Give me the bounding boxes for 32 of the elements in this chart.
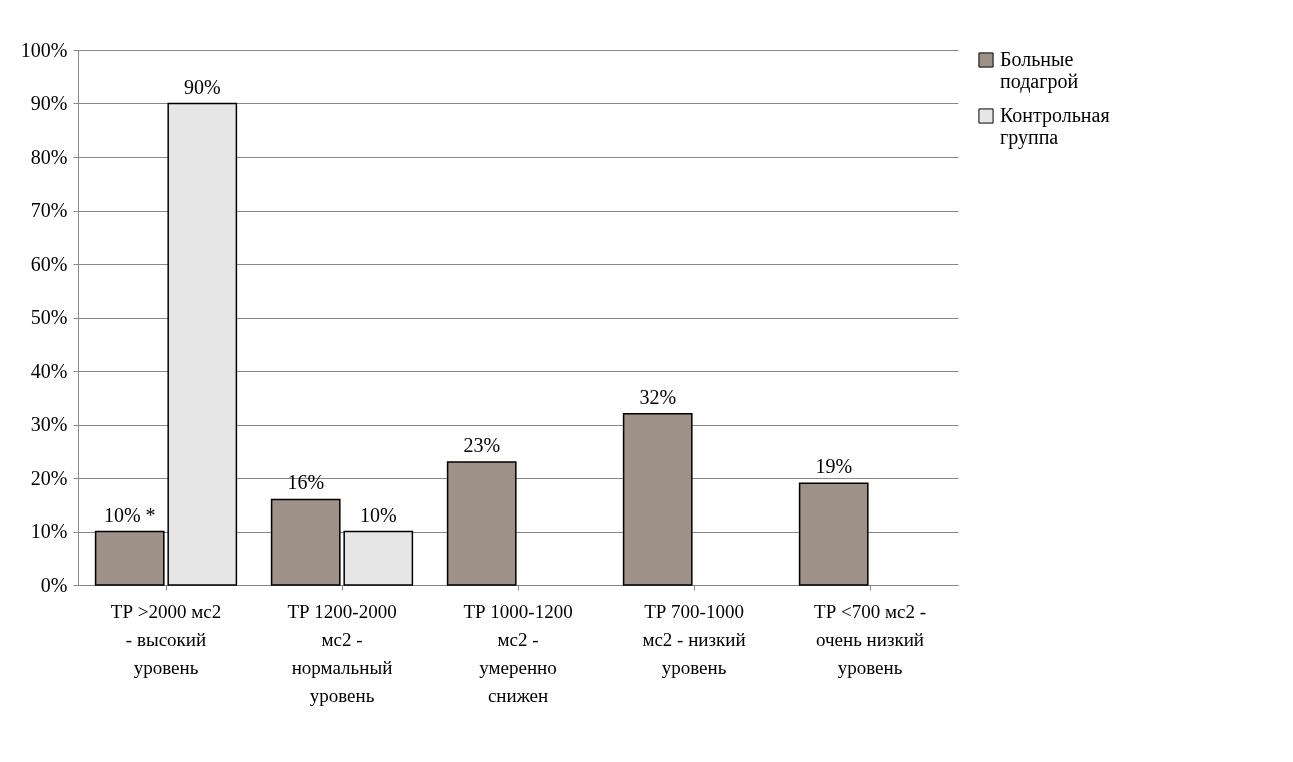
- y-tick-label: 30%: [30, 413, 68, 435]
- y-tick-label: 20%: [30, 466, 68, 489]
- bar: [622, 413, 693, 586]
- data-label: 23%: [463, 433, 501, 456]
- data-label: 32%: [639, 385, 677, 408]
- y-tick-label: 10%: [30, 520, 68, 542]
- bar: [167, 102, 238, 586]
- x-tick-label: ТР >2000 мс2 - высокий уровень: [110, 600, 222, 678]
- bar: [343, 530, 414, 586]
- data-label: 10%: [359, 503, 397, 526]
- data-label: 90%: [183, 75, 221, 98]
- y-tick-label: 50%: [30, 306, 68, 328]
- bar: [446, 461, 517, 586]
- data-label: 19%: [815, 455, 853, 478]
- bar: [270, 498, 341, 586]
- y-tick-label: 70%: [30, 199, 68, 221]
- data-label: 16%: [287, 471, 325, 494]
- x-tick-label: ТР <700 мс2 - очень низкий уровень: [814, 600, 926, 678]
- y-tick-label: 80%: [30, 145, 68, 168]
- y-tick-label: 100%: [20, 38, 68, 61]
- x-tick-label: ТР 1200-2000 мс2 - нормальный уровень: [287, 600, 397, 706]
- x-tick-label: ТР 700-1000 мс2 - низкий уровень: [642, 600, 746, 678]
- bar: [798, 482, 869, 586]
- y-tick-label: 60%: [30, 252, 68, 275]
- data-label: 10% *: [103, 503, 156, 526]
- bar: [94, 530, 165, 586]
- y-tick-label: 90%: [30, 92, 68, 114]
- y-tick-label: 40%: [30, 359, 68, 382]
- x-tick-label: ТР 1000-1200 мс2 - умеренно снижен: [463, 600, 573, 706]
- legend-label: Больные подагрой: [1000, 48, 1079, 93]
- legend-label: Контрольная группа: [1000, 104, 1110, 149]
- y-tick-label: 0%: [40, 573, 68, 596]
